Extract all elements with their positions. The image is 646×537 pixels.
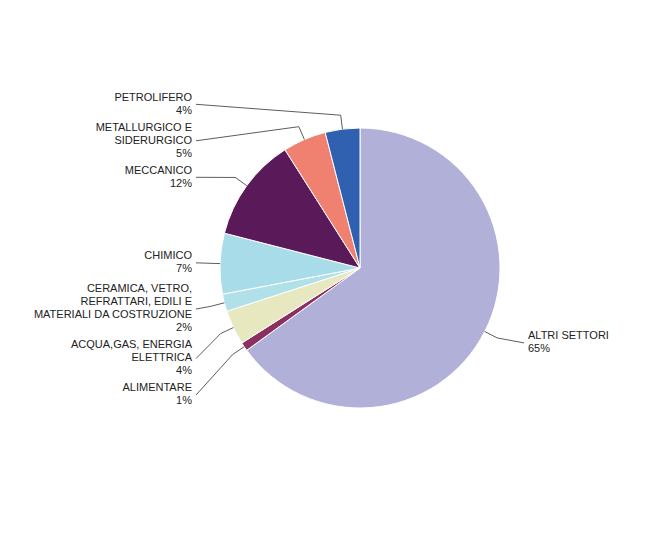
- slice-label: ALIMENTARE1%: [123, 381, 193, 406]
- slice-label-line: ELETTRICA: [131, 351, 192, 363]
- leader-line: [196, 347, 244, 395]
- slice-label-line: ALIMENTARE: [123, 381, 192, 393]
- chart: ALTRI SETTORI65% ALIMENTARE1% ACQUA,GAS, E…: [0, 0, 646, 537]
- slice-label-line: MECCANICO: [125, 164, 193, 176]
- slice-label: MECCANICO12%: [125, 164, 193, 189]
- slice-label-line: CHIMICO: [144, 249, 192, 261]
- slice-label-line: 65%: [528, 342, 550, 354]
- pie: [220, 128, 500, 408]
- slice-label: ACQUA,GAS, ENERGIAELETTRICA4%: [71, 338, 193, 376]
- leader-line: [196, 177, 247, 185]
- slice-label-line: 4%: [176, 104, 192, 116]
- slice-label: PETROLIFERO4%: [114, 91, 192, 116]
- slice-label-line: ALTRI SETTORI: [528, 329, 609, 341]
- slice-label-line: 12%: [170, 177, 192, 189]
- slice-label-line: 5%: [176, 147, 192, 159]
- slice-label-line: 7%: [176, 262, 192, 274]
- leader-line: [196, 328, 233, 359]
- slice-label-line: 2%: [176, 321, 192, 333]
- slice-label: CERAMICA, VETRO,REFRATTARI, EDILI EMATER…: [34, 282, 192, 333]
- leader-line: [196, 104, 342, 129]
- slice-label: CHIMICO7%: [144, 249, 192, 274]
- slice-label-line: 4%: [176, 364, 192, 376]
- slice-label-line: ACQUA,GAS, ENERGIA: [71, 338, 193, 350]
- slice-label-line: MATERIALI DA COSTRUZIONE: [34, 308, 192, 320]
- leader-line: [196, 303, 224, 309]
- slice-label-line: METALLURGICO E: [96, 121, 192, 133]
- slice-label: METALLURGICO ESIDERURGICO5%: [96, 121, 193, 159]
- leader-line: [196, 262, 220, 264]
- slice-label-line: SIDERURGICO: [114, 134, 192, 146]
- slice-label-line: PETROLIFERO: [114, 91, 192, 103]
- slice-label: ALTRI SETTORI65%: [528, 329, 609, 354]
- slice-label-line: REFRATTARI, EDILI E: [81, 295, 192, 307]
- leader-line: [196, 127, 304, 141]
- slice-label-line: CERAMICA, VETRO,: [87, 282, 192, 294]
- pie-slice: [325, 128, 360, 268]
- leader-line: [485, 332, 524, 343]
- labels: ALTRI SETTORI65% ALIMENTARE1% ACQUA,GAS, E…: [34, 91, 609, 407]
- slice-label-line: 1%: [176, 394, 192, 406]
